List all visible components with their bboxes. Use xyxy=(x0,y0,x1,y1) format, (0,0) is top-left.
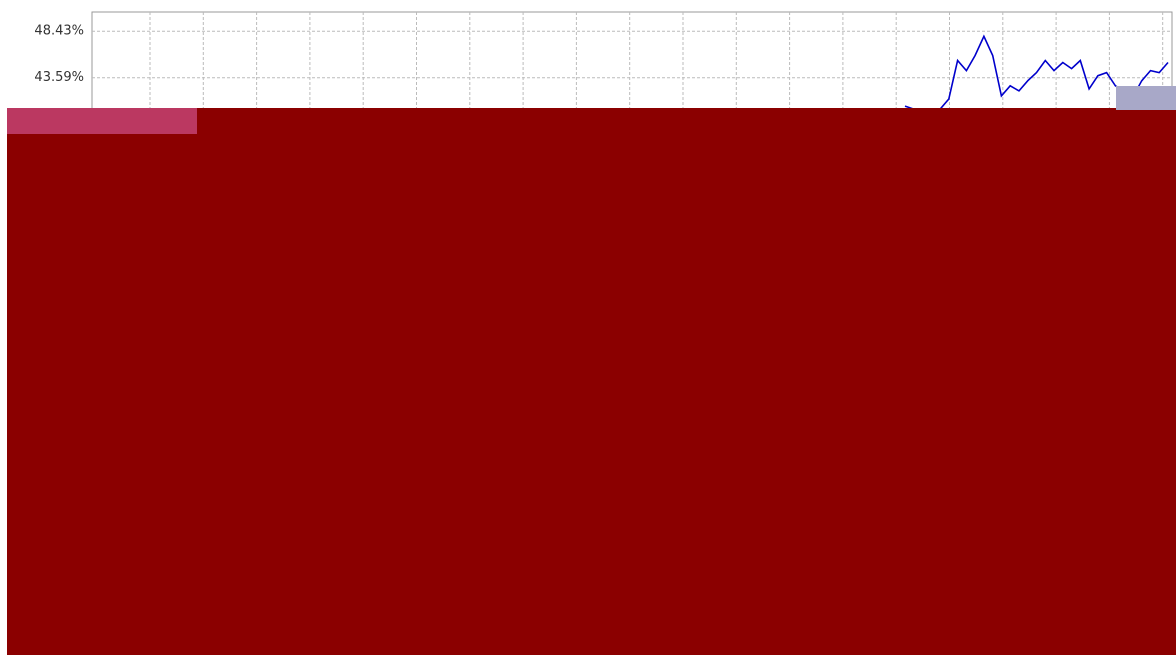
corrupted-overlay-patch xyxy=(1116,86,1176,110)
y-tick-label: 43.59% xyxy=(34,70,84,85)
corrupted-overlay-strip xyxy=(7,108,197,134)
corrupted-overlay xyxy=(7,108,1176,655)
y-tick-label: 48.43% xyxy=(34,24,84,39)
